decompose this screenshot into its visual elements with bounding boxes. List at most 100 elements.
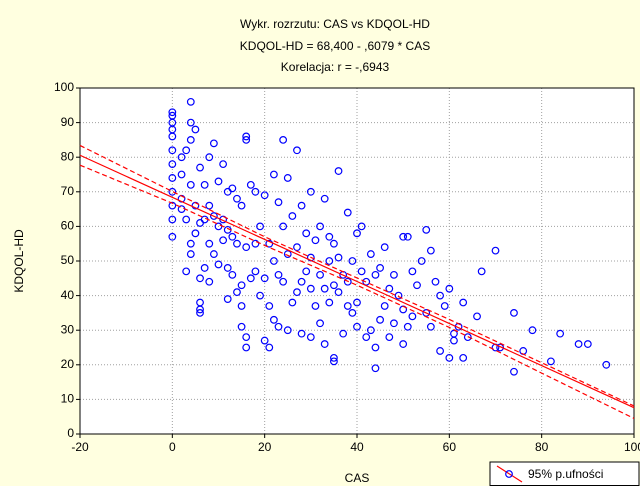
- chart-title: Wykr. rozrzutu: CAS vs KDQOL-HD: [240, 17, 430, 31]
- point: [426, 246, 435, 255]
- point: [196, 309, 204, 317]
- point: [182, 267, 191, 276]
- point: [390, 270, 398, 279]
- point: [251, 187, 260, 196]
- point: [205, 153, 214, 162]
- point: [260, 274, 269, 283]
- point: [330, 239, 338, 248]
- point: [422, 225, 431, 234]
- point: [339, 329, 348, 338]
- point: [168, 160, 177, 169]
- point: [459, 353, 468, 362]
- point: [237, 322, 246, 331]
- point: [408, 267, 417, 276]
- point: [496, 343, 505, 352]
- point: [320, 194, 329, 203]
- point: [353, 298, 361, 307]
- point: [182, 215, 191, 224]
- y-tick-label: 50: [61, 253, 75, 267]
- chart-subtitle: KDQOL-HD = 68,400 - ,6079 * CAS: [240, 39, 430, 53]
- point: [403, 322, 412, 331]
- point: [228, 232, 237, 241]
- point: [191, 229, 200, 238]
- y-tick-label: 60: [61, 219, 75, 233]
- x-tick-label: 100: [624, 440, 640, 454]
- point: [233, 239, 241, 248]
- y-tick-label: 90: [61, 115, 75, 129]
- point: [371, 343, 380, 352]
- point: [288, 212, 297, 220]
- point: [283, 250, 292, 258]
- point: [353, 322, 361, 331]
- point: [196, 298, 204, 307]
- point: [196, 274, 204, 283]
- point: [242, 333, 251, 342]
- point: [376, 264, 384, 272]
- point: [297, 201, 306, 210]
- point: [403, 232, 412, 241]
- y-tick-label: 100: [54, 80, 74, 94]
- point: [390, 319, 398, 328]
- point: [242, 243, 251, 252]
- point: [463, 333, 472, 342]
- legend-line: [496, 465, 523, 483]
- point: [274, 270, 283, 279]
- point: [233, 194, 241, 203]
- point: [168, 111, 177, 120]
- point: [583, 340, 592, 348]
- point: [186, 135, 195, 144]
- point: [343, 302, 352, 310]
- point: [270, 315, 278, 324]
- point: [219, 236, 228, 245]
- y-tick-label: 40: [61, 288, 75, 302]
- x-tick-label: 20: [258, 440, 272, 454]
- point: [260, 336, 269, 345]
- point: [376, 315, 384, 324]
- point: [274, 198, 283, 207]
- point: [556, 329, 565, 338]
- point: [366, 326, 375, 335]
- point: [473, 312, 481, 321]
- point: [233, 288, 241, 297]
- point: [214, 260, 223, 269]
- point: [246, 180, 255, 189]
- point: [325, 298, 334, 307]
- point: [302, 229, 311, 238]
- point: [362, 333, 371, 342]
- point: [242, 132, 251, 141]
- point: [200, 264, 209, 272]
- point: [302, 267, 311, 276]
- point: [297, 277, 306, 286]
- point: [574, 340, 583, 348]
- point: [311, 302, 320, 310]
- point: [417, 257, 426, 265]
- point: [316, 270, 324, 279]
- legend-label: 95% p.ufności: [528, 467, 603, 481]
- point: [265, 239, 274, 248]
- point: [265, 302, 274, 310]
- point: [436, 291, 445, 300]
- y-tick-label: 30: [61, 322, 75, 336]
- point: [251, 267, 260, 276]
- point: [380, 302, 389, 310]
- point: [547, 357, 555, 366]
- legend-marker: [505, 470, 513, 478]
- point: [330, 281, 338, 290]
- point: [209, 250, 218, 258]
- annotation: Korelacja: r = -,6943: [281, 60, 390, 74]
- point: [279, 277, 288, 286]
- point: [270, 170, 278, 179]
- point: [445, 353, 454, 362]
- point: [320, 340, 329, 348]
- point: [380, 243, 389, 252]
- point: [219, 160, 228, 169]
- x-axis-label: CAS: [345, 471, 370, 485]
- point: [408, 312, 417, 321]
- point: [450, 336, 458, 345]
- point: [168, 201, 177, 210]
- point: [186, 239, 195, 248]
- point: [168, 108, 177, 117]
- point: [325, 257, 334, 265]
- point: [186, 118, 195, 127]
